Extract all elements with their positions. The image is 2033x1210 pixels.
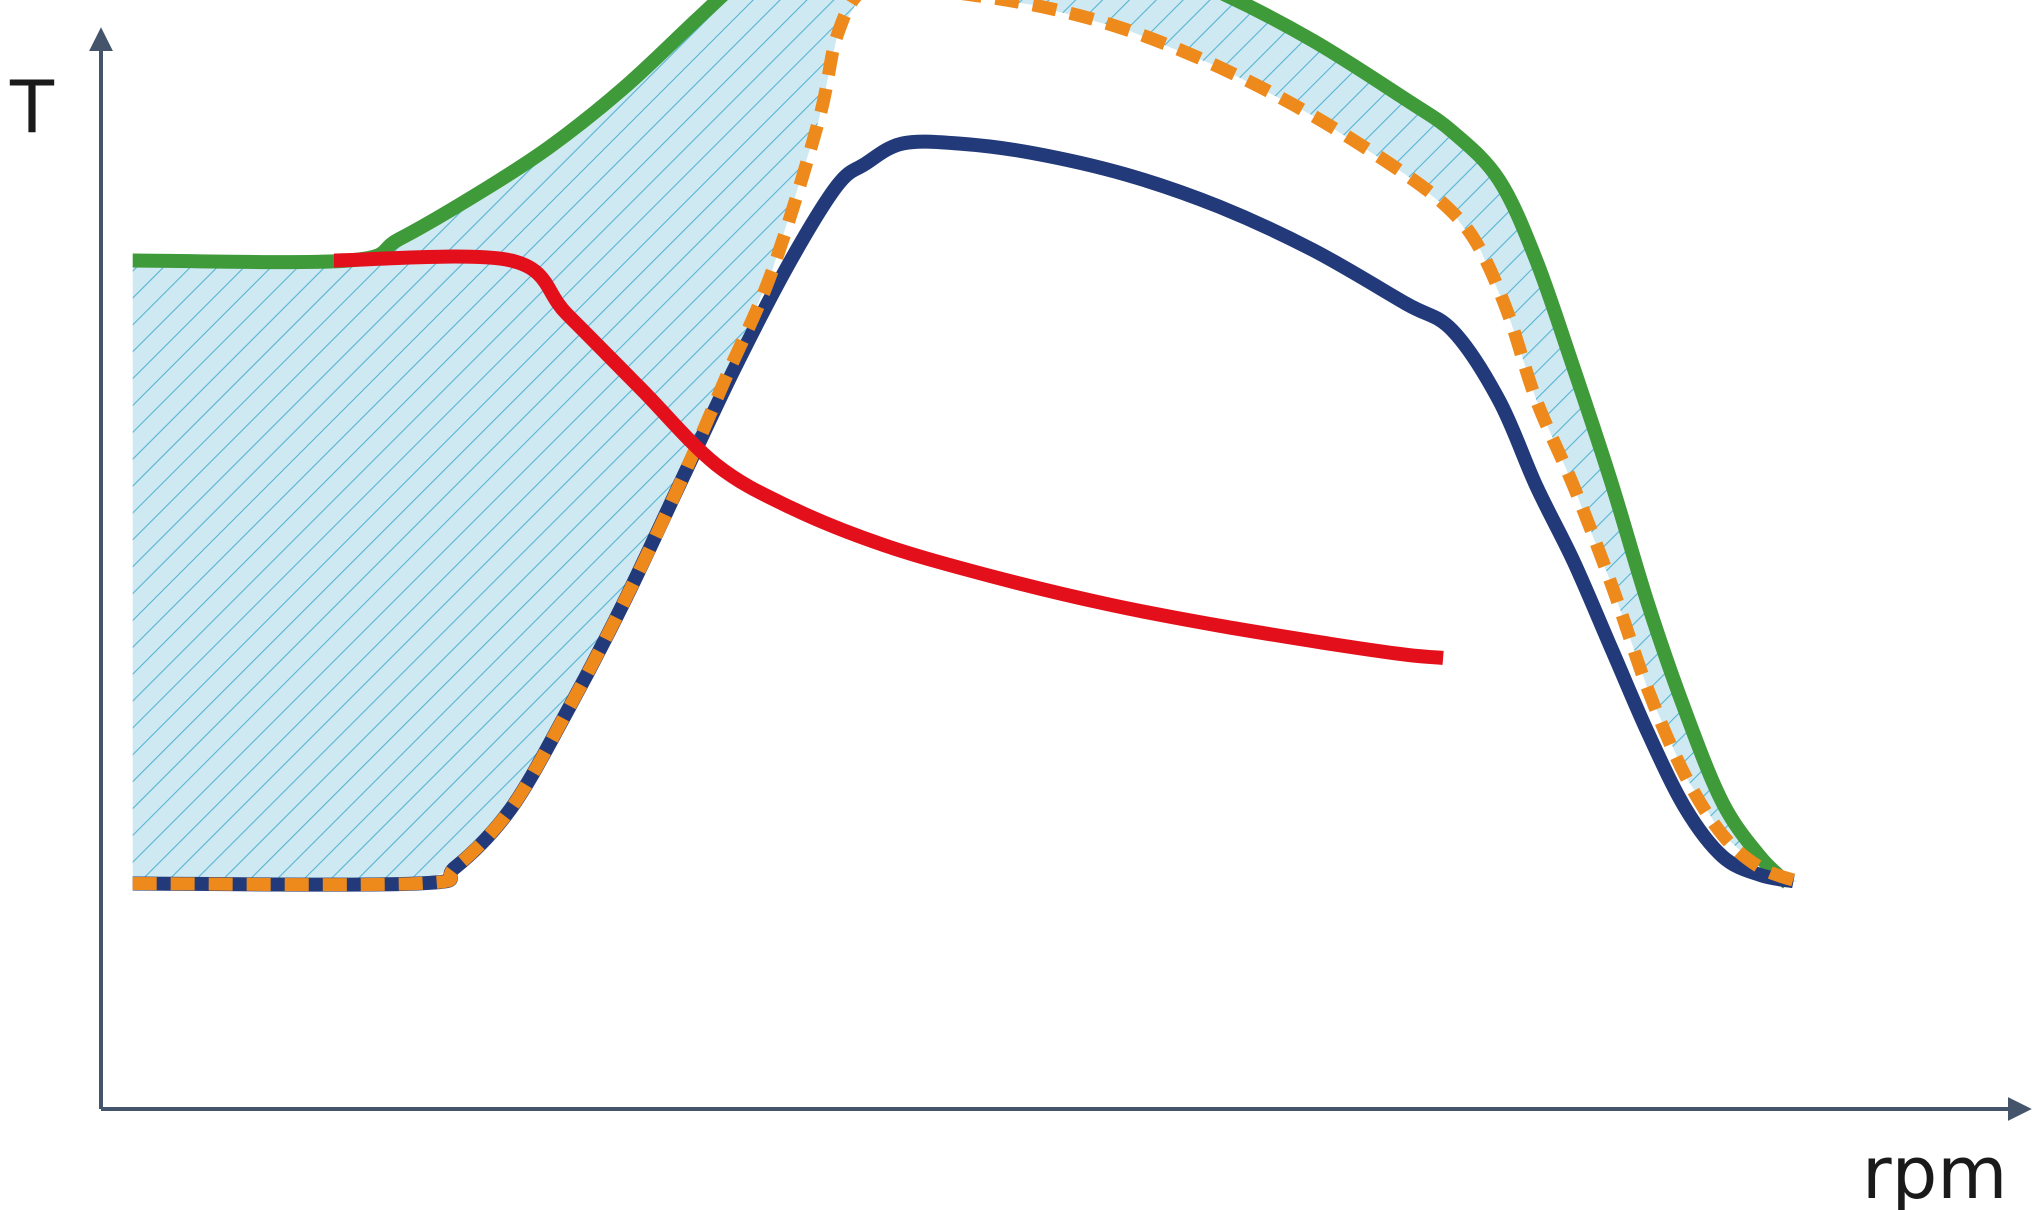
shaded-region [132, 0, 1798, 884]
shaded-region-layer [132, 0, 1798, 884]
series-layer [132, 0, 1800, 892]
axes [89, 27, 2032, 1121]
x-axis-label: rpm [1862, 1131, 2007, 1210]
y-axis-label: T [9, 65, 55, 149]
series-line-dashed-orange [132, 0, 1800, 892]
series-line-green [132, 0, 1793, 889]
series-line-red [333, 249, 1444, 665]
